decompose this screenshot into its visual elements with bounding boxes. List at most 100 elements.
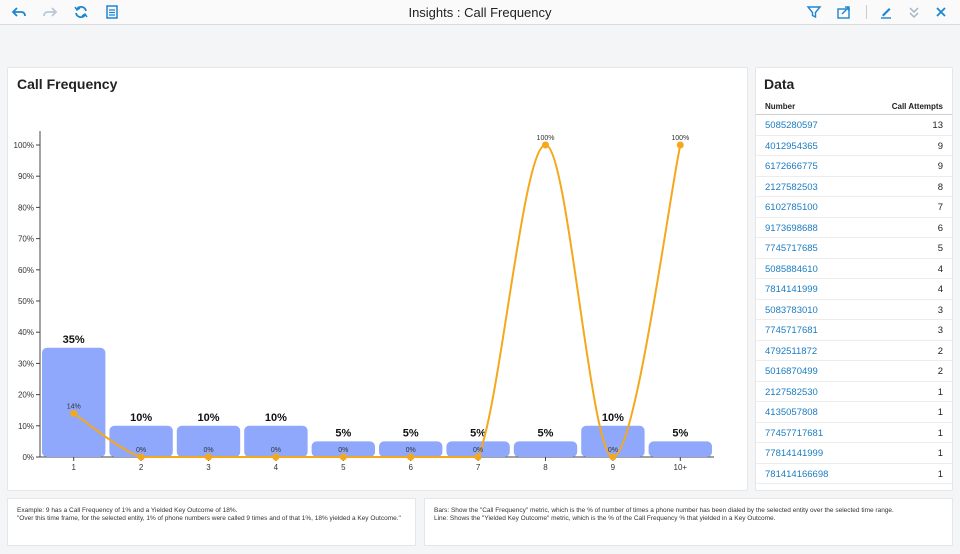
phone-number-link[interactable]: 9173698688 xyxy=(765,222,818,234)
legend-note-bars: Bars: Show the "Call Frequency" metric, … xyxy=(434,507,894,514)
table-row[interactable]: 5016870499 2 xyxy=(756,361,952,382)
bar[interactable] xyxy=(244,425,308,457)
call-attempts-value: 1 xyxy=(938,489,943,490)
y-tick-label: 80% xyxy=(18,203,34,212)
line-point[interactable] xyxy=(339,453,347,461)
line-point[interactable] xyxy=(542,141,549,149)
column-header-call-attempts[interactable]: Call Attempts xyxy=(891,102,943,111)
phone-number-link[interactable]: 2127582503 xyxy=(765,181,818,193)
bar-value-label: 5% xyxy=(538,427,554,439)
call-attempts-value: 1 xyxy=(937,427,943,439)
bar[interactable] xyxy=(42,347,106,457)
table-row[interactable]: 781414166698 1 xyxy=(756,464,952,484)
phone-number-link[interactable]: 6102785100 xyxy=(765,202,818,213)
toolbar-divider xyxy=(866,5,867,19)
phone-number-link[interactable]: 7745717681 xyxy=(765,325,818,336)
table-row[interactable]: 77814141999 1 xyxy=(756,443,952,464)
phone-number-link[interactable]: 4012954365 xyxy=(765,140,818,152)
line-point[interactable] xyxy=(407,453,415,461)
table-row[interactable]: 5083783010 3 xyxy=(756,300,952,320)
table-row[interactable]: 7814141999 4 xyxy=(756,279,952,300)
table-row[interactable]: 7745717681 3 xyxy=(756,320,952,341)
export-icon[interactable] xyxy=(836,4,852,20)
y-tick-label: 0% xyxy=(22,453,34,462)
x-tick-label: 4 xyxy=(274,463,279,472)
table-row[interactable]: 2127582503 8 xyxy=(756,177,952,197)
x-tick-label: 2 xyxy=(139,463,144,472)
phone-number-link[interactable]: 7814141999 xyxy=(765,284,818,295)
refresh-icon[interactable] xyxy=(73,4,89,20)
table-row[interactable]: 5085280666 1 xyxy=(756,484,952,490)
phone-number-link[interactable]: 5085280666 xyxy=(765,489,818,490)
line-point[interactable] xyxy=(137,453,145,461)
line-point[interactable] xyxy=(70,409,78,417)
pencil-icon[interactable] xyxy=(878,4,894,20)
line-value-label: 14% xyxy=(67,403,81,410)
data-table-header: Number Call Attempts xyxy=(756,98,952,115)
bar-value-label: 10% xyxy=(130,412,152,424)
table-row[interactable]: 77457717681 1 xyxy=(756,423,952,443)
bar[interactable] xyxy=(311,441,375,457)
table-row[interactable]: 6102785100 7 xyxy=(756,197,952,218)
table-row[interactable]: 5085280597 13 xyxy=(756,115,952,136)
line-point[interactable] xyxy=(272,453,280,461)
table-row[interactable]: 7745717685 5 xyxy=(756,238,952,259)
table-row[interactable]: 9173698688 6 xyxy=(756,218,952,238)
top-toolbar: Insights : Call Frequency xyxy=(0,0,960,25)
line-value-label: 100% xyxy=(671,135,689,142)
filter-icon[interactable] xyxy=(806,4,822,20)
bar-value-label: 5% xyxy=(335,427,351,439)
phone-number-link[interactable]: 7745717685 xyxy=(765,243,818,254)
phone-number-link[interactable]: 4792511872 xyxy=(765,345,818,357)
bar[interactable] xyxy=(446,441,510,457)
redo-icon[interactable] xyxy=(42,4,58,20)
table-row[interactable]: 4792511872 2 xyxy=(756,341,952,361)
call-attempts-value: 1 xyxy=(937,407,943,418)
call-attempts-value: 4 xyxy=(937,284,943,295)
phone-number-link[interactable]: 77814141999 xyxy=(765,448,824,459)
bar[interactable] xyxy=(581,425,645,457)
phone-number-link[interactable]: 5016870499 xyxy=(765,366,818,377)
y-tick-label: 70% xyxy=(18,235,34,244)
data-card: Data Number Call Attempts 5085280597 13 40… xyxy=(755,67,953,491)
phone-number-link[interactable]: 2127582530 xyxy=(765,386,818,398)
phone-number-link[interactable]: 5085884610 xyxy=(765,263,818,275)
line-point[interactable] xyxy=(609,453,617,461)
y-tick-label: 50% xyxy=(18,297,34,306)
bar-value-label: 5% xyxy=(672,427,688,439)
bar-value-label: 35% xyxy=(63,334,85,346)
table-row[interactable]: 4135057808 1 xyxy=(756,402,952,423)
line-point[interactable] xyxy=(676,141,684,149)
undo-icon[interactable] xyxy=(11,4,27,20)
data-title: Data xyxy=(764,76,795,92)
x-tick-label: 10+ xyxy=(674,463,688,472)
bar[interactable] xyxy=(513,441,578,457)
double-chevron-down-icon[interactable] xyxy=(906,4,922,20)
call-attempts-value: 5 xyxy=(937,243,943,254)
document-icon[interactable] xyxy=(104,4,120,20)
phone-number-link[interactable]: 6172666775 xyxy=(765,161,818,172)
column-header-number[interactable]: Number xyxy=(765,102,796,111)
line-point[interactable] xyxy=(205,453,212,461)
phone-number-link[interactable]: 5085280597 xyxy=(765,120,818,131)
table-row[interactable]: 6172666775 9 xyxy=(756,156,952,177)
bar[interactable] xyxy=(176,425,241,457)
x-tick-label: 5 xyxy=(341,463,346,472)
table-row[interactable]: 5085884610 4 xyxy=(756,259,952,279)
bar[interactable] xyxy=(379,441,443,457)
table-row[interactable]: 2127582530 1 xyxy=(756,382,952,402)
call-attempts-value: 7 xyxy=(937,202,943,213)
phone-number-link[interactable]: 781414166698 xyxy=(765,468,829,480)
phone-number-link[interactable]: 77457717681 xyxy=(765,427,824,439)
call-attempts-value: 1 xyxy=(937,448,943,459)
phone-number-link[interactable]: 5083783010 xyxy=(765,304,818,316)
bar[interactable] xyxy=(648,441,712,457)
bar-value-label: 10% xyxy=(197,412,219,424)
x-tick-label: 9 xyxy=(611,463,616,472)
table-row[interactable]: 4012954365 9 xyxy=(756,136,952,156)
phone-number-link[interactable]: 4135057808 xyxy=(765,407,818,418)
close-icon[interactable] xyxy=(933,4,949,20)
x-tick-label: 1 xyxy=(71,463,76,472)
line-value-label: 0% xyxy=(338,447,348,454)
line-point[interactable] xyxy=(474,453,482,461)
